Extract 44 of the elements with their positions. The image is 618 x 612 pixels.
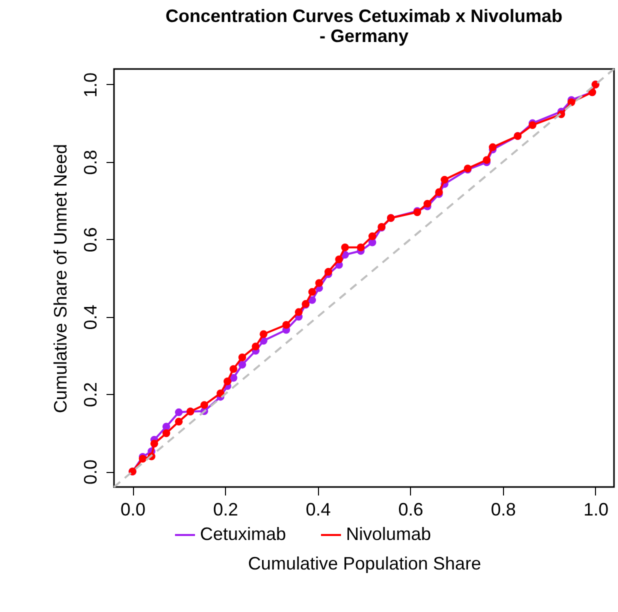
y-tick-label: 1.0 (80, 72, 100, 98)
point (315, 279, 323, 287)
x-tick-label: 0.2 (213, 500, 238, 520)
point (252, 342, 260, 350)
point (174, 408, 183, 416)
point (341, 244, 349, 252)
point (162, 422, 170, 430)
point (356, 244, 365, 252)
legend-label: Nivolumab (346, 524, 432, 544)
point (174, 418, 183, 426)
y-axis-title: Cumulative Share of Unmet Need (50, 144, 70, 414)
point (440, 176, 448, 184)
point (238, 353, 246, 362)
x-tick-label: 0.8 (490, 500, 516, 520)
point (200, 401, 208, 409)
chart-title: Concentration Curves Cetuximab x Nivolumab - Germany (165, 6, 563, 46)
point (335, 256, 343, 264)
point (238, 360, 246, 369)
y-tick-label: 0.4 (80, 304, 100, 330)
point (308, 288, 316, 296)
point (568, 98, 576, 106)
x-tick-label: 0.6 (398, 500, 424, 520)
point (230, 365, 238, 373)
point (482, 156, 491, 164)
x-axis-title: Cumulative Population Share (248, 554, 482, 574)
legend-label: Cetuximab (200, 524, 286, 544)
point (308, 296, 316, 304)
x-tick-label: 1.0 (583, 500, 608, 520)
point (260, 330, 268, 338)
point (162, 429, 170, 438)
point (282, 320, 290, 329)
point (224, 377, 232, 386)
y-tick-label: 0.0 (80, 460, 100, 485)
x-tick-label: 0.4 (306, 500, 331, 520)
point (488, 143, 497, 152)
point (294, 308, 303, 316)
point (324, 268, 332, 276)
y-tick-label: 0.2 (80, 382, 100, 408)
x-tick-label: 0.0 (120, 500, 146, 520)
y-tick-label: 0.6 (80, 227, 100, 252)
point (150, 440, 158, 448)
point (368, 232, 376, 240)
point (424, 200, 432, 208)
y-tick-label: 0.8 (80, 150, 100, 175)
